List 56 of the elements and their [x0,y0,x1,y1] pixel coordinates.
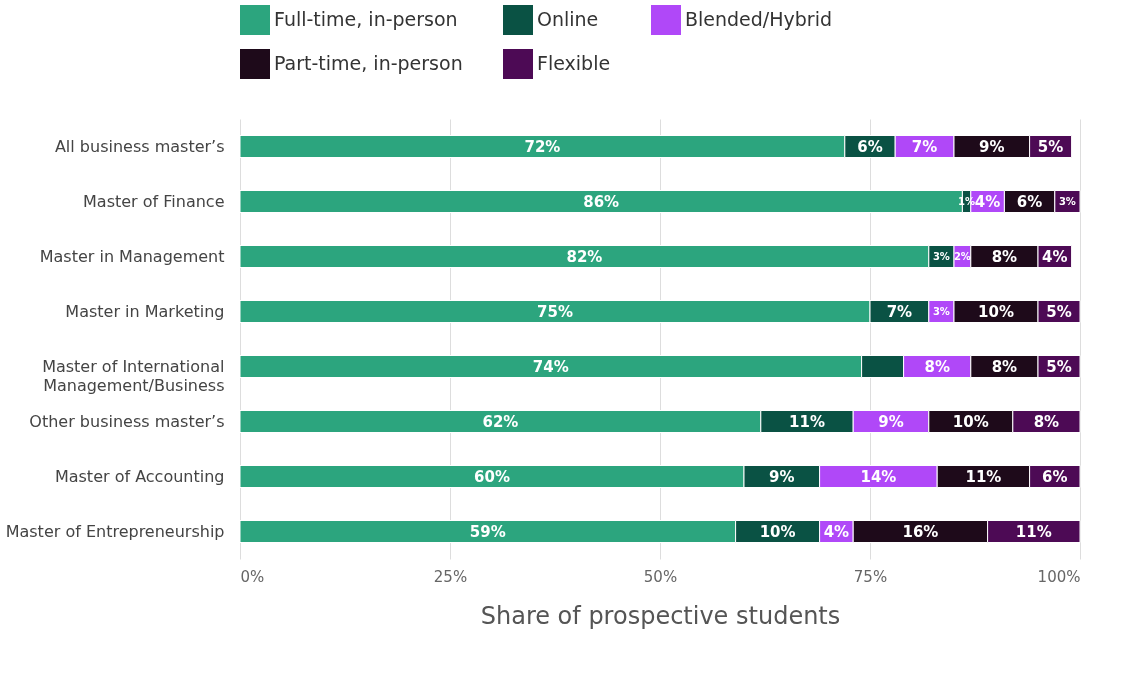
data-label: 72% [524,137,561,156]
data-label: 11% [789,412,825,431]
data-label: 7% [886,302,913,321]
data-label: 8% [1033,412,1060,431]
x-tick-label: 50% [643,567,678,586]
data-label: 10% [978,302,1014,321]
data-label: 3% [932,305,950,317]
data-label: 4% [823,522,850,541]
data-label: 6% [1016,192,1043,211]
data-label: 9% [878,412,904,431]
data-label: 4% [974,192,1001,211]
y-tick-label: Master in Management [39,246,225,266]
y-tick-label: Master in Marketing [65,301,225,321]
data-label: 7% [911,137,938,156]
data-label: 5% [1046,302,1072,321]
legend-label: Online [537,8,599,30]
data-label: 6% [1042,467,1068,486]
y-tick-label: Master of International Management/Business [42,356,225,395]
data-label: 11% [1015,522,1052,541]
y-tick-label: Master of Entrepreneurship [5,521,225,541]
legend-label: Flexible [537,52,611,74]
data-label: 75% [537,302,573,321]
data-label: 10% [759,522,796,541]
data-label: 74% [532,357,569,376]
data-label: 6% [857,137,883,156]
x-tick-label: 0% [240,567,265,586]
data-label: 5% [1046,357,1072,376]
data-label: 4% [1042,247,1068,266]
data-label: 86% [583,192,620,211]
data-label: 60% [474,467,510,486]
data-label: 16% [902,522,939,541]
y-tick-label: Master of Finance [83,191,225,211]
x-tick-label: 100% [1037,567,1081,586]
data-label: 10% [952,412,989,431]
data-label: 5% [1037,137,1064,156]
data-label: 82% [566,247,603,266]
data-label: 8% [924,357,950,376]
data-label: 14% [860,467,897,486]
data-label: 59% [469,522,506,541]
x-axis-title: Share of prospective students [480,601,841,630]
data-label: 3% [932,250,950,262]
data-label: 8% [991,247,1018,266]
legend-label: Blended/Hybrid [685,8,832,30]
data-label: 3% [1058,195,1076,207]
legend-label: Full-time, in-person [274,8,458,30]
x-tick-label: 25% [433,567,468,586]
legend-label: Part-time, in-person [274,52,463,74]
data-label: 11% [965,467,1002,486]
data-label: 9% [979,137,1005,156]
y-tick-label: Other business master’s [29,411,225,431]
y-tick-label: All business master’s [54,136,225,156]
y-tick-label: Master of Accounting [54,466,225,486]
x-tick-label: 75% [853,567,888,586]
data-label: 62% [482,412,519,431]
data-label: 9% [769,467,795,486]
data-label: 8% [991,357,1018,376]
